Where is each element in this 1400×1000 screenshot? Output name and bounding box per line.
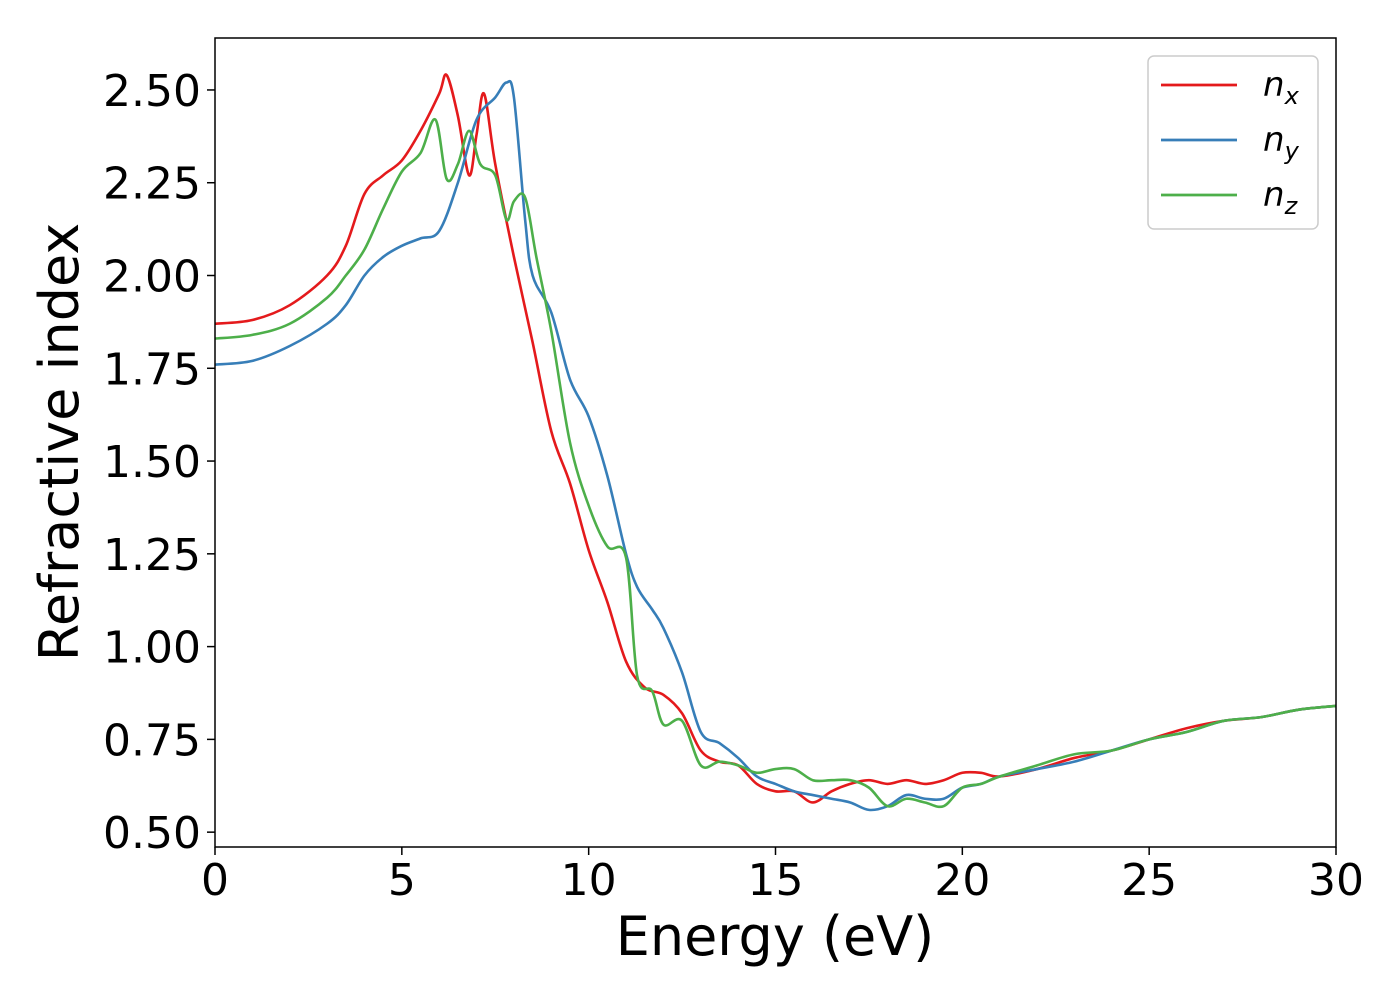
x-tick-label: 0 [201,855,229,906]
y-tick-label: 0.75 [103,715,201,766]
y-tick-label: 1.75 [103,344,201,395]
x-tick-label: 30 [1308,855,1364,906]
series-layer [214,73,1337,812]
y-tick-label: 1.00 [103,623,201,674]
y-tick-label: 2.25 [103,159,201,210]
y-tick-label: 2.50 [103,66,201,117]
x-tick-label: 5 [388,855,416,906]
x-tick-label: 15 [748,855,804,906]
y-tick-label: 0.50 [103,808,201,859]
x-axis-ticks: 0 5 10 15 20 25 30 [201,847,1364,906]
legend-label-nz: nz [1263,175,1299,220]
legend-frame [1147,55,1319,230]
y-tick-label: 1.50 [103,437,201,488]
legend: nx ny nz [1147,55,1319,230]
x-tick-label: 25 [1121,855,1177,906]
x-axis-label: Energy (eV) [616,905,935,968]
x-tick-label: 10 [561,855,617,906]
y-axis-ticks: 0.50 0.75 1.00 1.25 1.50 1.75 2.00 2.25 2.50 [103,66,215,859]
legend-label-ny: ny [1263,120,1300,165]
x-tick-label: 20 [934,855,990,906]
y-tick-label: 2.00 [103,252,201,303]
legend-label-nx: nx [1263,65,1300,110]
y-axis-label: Refractive index [28,223,91,662]
series-line-nz [214,118,1337,809]
y-tick-label: 1.25 [103,530,201,581]
